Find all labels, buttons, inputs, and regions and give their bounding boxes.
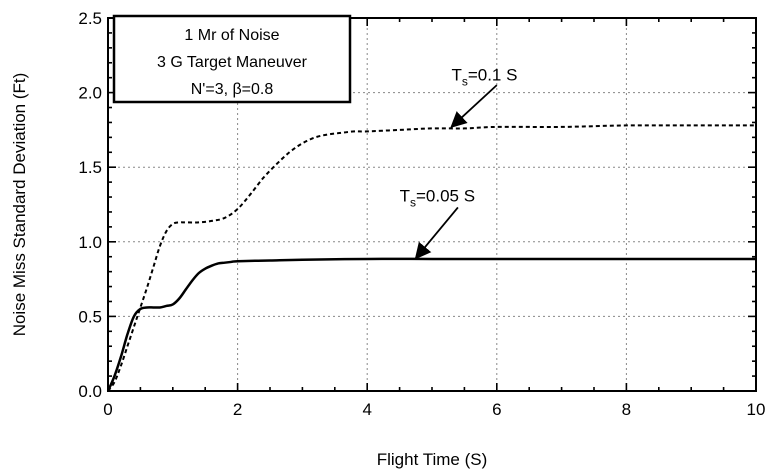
grid-layer: [108, 18, 756, 391]
annotation-arrow-0: [450, 84, 498, 129]
y-axis-title: Noise Miss Standard Deviation (Ft): [10, 73, 29, 337]
legend-line-noise: 1 Mr of Noise: [184, 27, 279, 44]
annotation-prefix: T: [451, 66, 461, 85]
y-tick-label: 2.5: [78, 9, 102, 28]
y-tick-label: 0.0: [78, 382, 102, 401]
annotation-label-0: Ts=0.1 S: [451, 66, 517, 89]
annotation-subscript: s: [410, 196, 416, 210]
y-tick-label: 0.5: [78, 307, 102, 326]
x-tick-label: 0: [103, 400, 112, 419]
y-tick-label: 2.0: [78, 84, 102, 103]
x-tick-label: 2: [233, 400, 242, 419]
y-tick-label: 1.0: [78, 233, 102, 252]
y-tick-label: 1.5: [78, 158, 102, 177]
series-line-solid: [106, 257, 756, 392]
annotation-prefix: T: [400, 187, 410, 206]
series-layer: [106, 124, 756, 392]
x-axis-title: Flight Time (S): [377, 450, 488, 469]
tick-label-layer: 0 2 4 6 8 10 0.0 0.5 1.0 1.5 2.0 2.5: [78, 9, 765, 419]
annotation-suffix: =0.05 S: [416, 187, 475, 206]
legend-line-maneuver: 3 G Target Maneuver: [157, 54, 308, 71]
legend-frame: [112, 14, 352, 104]
annotation-layer: Ts=0.1 STs=0.05 S: [400, 66, 517, 260]
series-line-dashed: [107, 124, 756, 392]
x-tick-label: 4: [362, 400, 371, 419]
legend-line-params: N'=3, β=0.8: [191, 81, 274, 98]
x-tick-label: 8: [622, 400, 631, 419]
annotation-arrow-1: [414, 206, 459, 260]
annotation-suffix: =0.1 S: [468, 66, 518, 85]
annotation-label-1: Ts=0.05 S: [400, 187, 475, 210]
legend-box: 1 Mr of Noise 3 G Target Maneuver N'=3, …: [112, 14, 352, 104]
x-tick-label: 10: [747, 400, 766, 419]
annotation-subscript: s: [462, 75, 468, 89]
x-tick-label: 6: [492, 400, 501, 419]
